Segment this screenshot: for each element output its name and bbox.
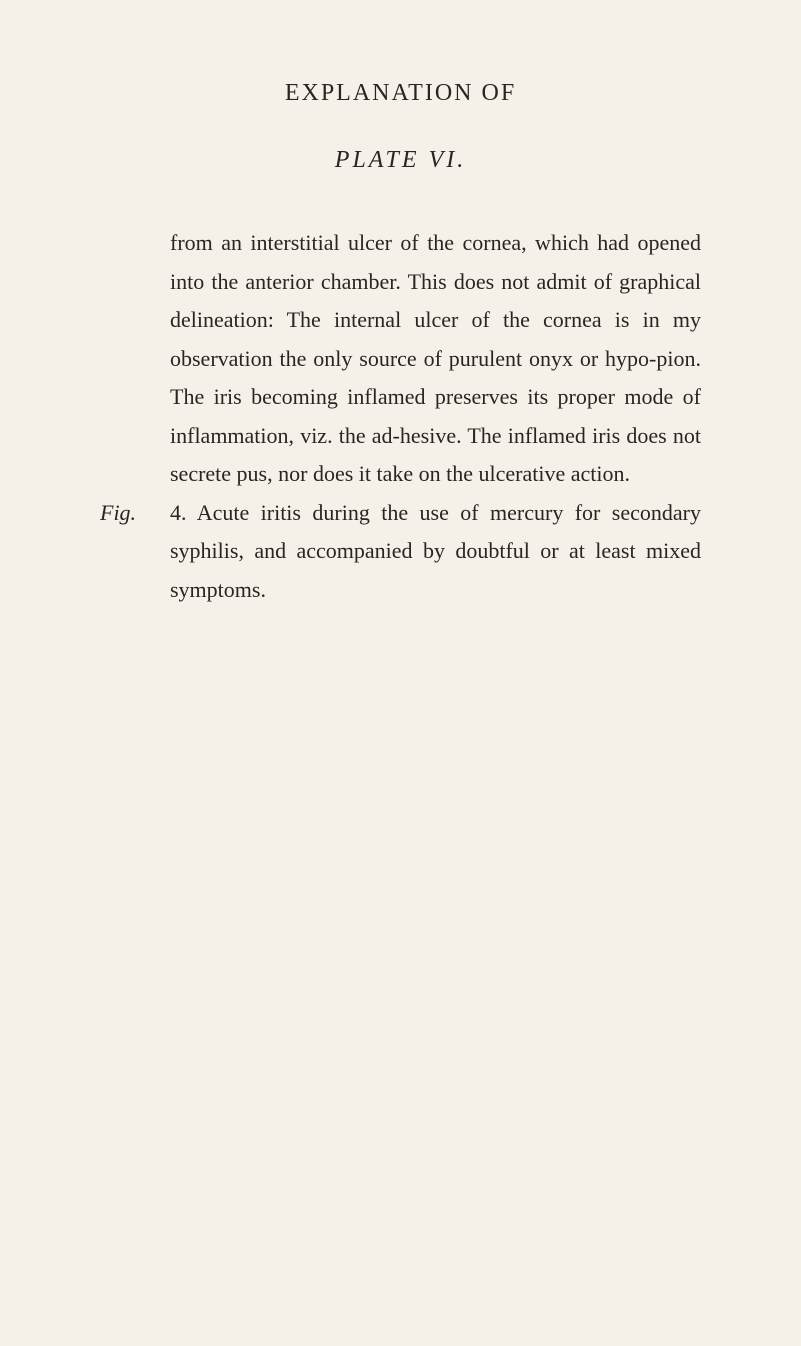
page-header: EXPLANATION OF (100, 80, 701, 107)
paragraph-1-wrapper: from an interstitial ulcer of the cornea… (170, 224, 701, 494)
paragraph-2: Acute iritis during the use of mercury f… (170, 500, 701, 602)
fig-label: Fig. (100, 494, 136, 533)
paragraph-2-wrapper: Fig. 4. Acute iritis during the use of m… (170, 494, 701, 610)
paragraph-1: from an interstitial ulcer of the cornea… (170, 230, 701, 486)
plate-title: PLATE VI. (100, 147, 701, 174)
fig-number: 4. (170, 500, 187, 525)
body-text-container: from an interstitial ulcer of the cornea… (100, 224, 701, 609)
